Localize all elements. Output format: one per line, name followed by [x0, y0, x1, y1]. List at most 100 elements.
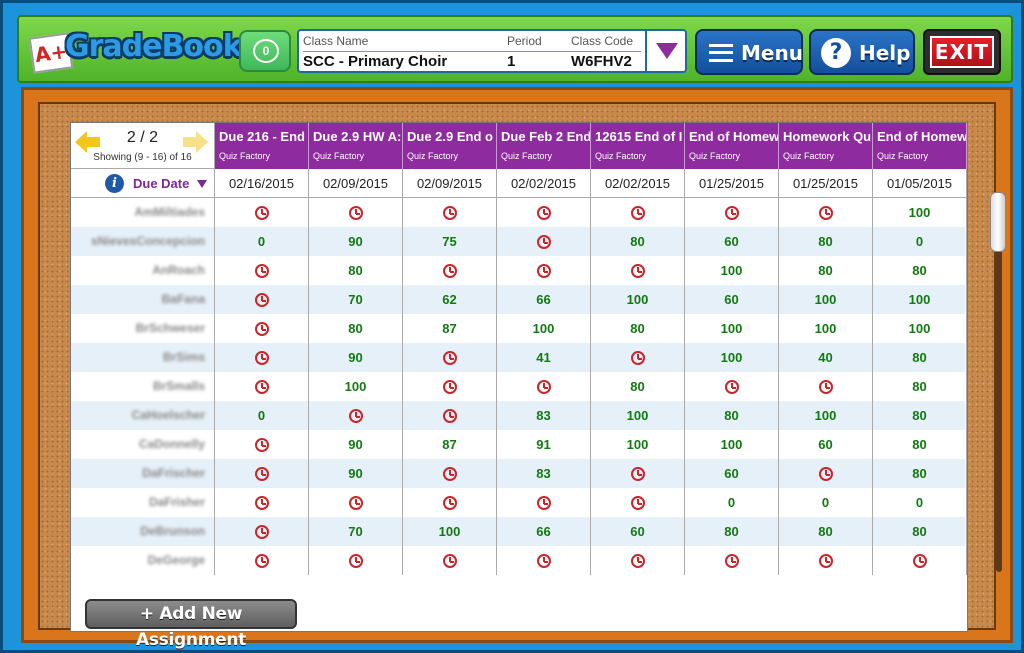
score-cell[interactable]: 66	[497, 285, 591, 314]
score-cell[interactable]: 80	[873, 517, 967, 546]
assignment-header[interactable]: 12615 End of I Quiz Factory	[591, 123, 685, 169]
assignment-header[interactable]: End of Homew Quiz Factory	[873, 123, 967, 169]
student-name[interactable]: CaDonnelly	[138, 437, 205, 451]
score-cell[interactable]: 100	[591, 285, 685, 314]
help-button[interactable]: ? Help	[809, 29, 915, 75]
exit-button[interactable]: EXIT	[923, 29, 1001, 75]
score-cell[interactable]: 60	[685, 459, 779, 488]
sort-caret-icon[interactable]	[197, 180, 207, 188]
score-cell[interactable]: 100	[779, 401, 873, 430]
score-cell[interactable]	[309, 401, 403, 430]
score-cell[interactable]: 100	[685, 343, 779, 372]
assignment-header[interactable]: End of Homew Quiz Factory	[685, 123, 779, 169]
score-cell[interactable]: 0	[215, 227, 309, 256]
score-cell[interactable]: 100	[685, 430, 779, 459]
score-cell[interactable]: 41	[497, 343, 591, 372]
score-cell[interactable]: 40	[779, 343, 873, 372]
prev-page-icon[interactable]	[75, 131, 101, 153]
score-cell[interactable]	[497, 372, 591, 401]
score-cell[interactable]	[309, 198, 403, 227]
student-name[interactable]: BaFana	[161, 292, 205, 306]
student-name[interactable]: sNievesConcepcion	[90, 234, 205, 248]
score-cell[interactable]: 80	[873, 430, 967, 459]
score-cell[interactable]	[215, 256, 309, 285]
score-cell[interactable]	[497, 546, 591, 575]
score-cell[interactable]	[403, 459, 497, 488]
score-cell[interactable]: 0	[873, 227, 967, 256]
score-cell[interactable]: 80	[309, 256, 403, 285]
score-cell[interactable]	[403, 198, 497, 227]
class-selector[interactable]: Class Name Period Class Code SCC - Prima…	[297, 29, 687, 73]
score-cell[interactable]: 70	[309, 285, 403, 314]
score-cell[interactable]: 60	[685, 285, 779, 314]
sort-control[interactable]: i Due Date	[71, 169, 215, 198]
score-cell[interactable]	[403, 256, 497, 285]
score-cell[interactable]: 80	[779, 517, 873, 546]
menu-button[interactable]: Menu	[695, 29, 803, 75]
score-cell[interactable]: 90	[309, 227, 403, 256]
score-cell[interactable]	[591, 256, 685, 285]
messages-button[interactable]: 0	[239, 30, 291, 72]
score-cell[interactable]: 80	[591, 372, 685, 401]
next-page-icon[interactable]	[182, 131, 208, 153]
score-cell[interactable]	[403, 488, 497, 517]
score-cell[interactable]	[215, 372, 309, 401]
score-cell[interactable]	[215, 314, 309, 343]
score-cell[interactable]: 87	[403, 314, 497, 343]
score-cell[interactable]: 100	[591, 401, 685, 430]
student-name[interactable]: BrSchweser	[135, 321, 205, 335]
score-cell[interactable]: 75	[403, 227, 497, 256]
score-cell[interactable]: 0	[873, 488, 967, 517]
score-cell[interactable]: 91	[497, 430, 591, 459]
score-cell[interactable]	[685, 546, 779, 575]
student-name[interactable]: AmMiltiades	[134, 205, 205, 219]
score-cell[interactable]: 100	[873, 314, 967, 343]
scrollbar-thumb[interactable]	[990, 192, 1006, 252]
score-cell[interactable]	[403, 546, 497, 575]
score-cell[interactable]: 0	[685, 488, 779, 517]
scrollbar-track[interactable]	[996, 192, 1002, 572]
score-cell[interactable]: 100	[873, 285, 967, 314]
add-assignment-button[interactable]: + Add New Assignment	[85, 599, 297, 650]
score-cell[interactable]: 83	[497, 401, 591, 430]
score-cell[interactable]: 0	[779, 488, 873, 517]
score-cell[interactable]	[497, 198, 591, 227]
student-name[interactable]: DaFrischer	[142, 466, 205, 480]
score-cell[interactable]: 80	[873, 256, 967, 285]
score-cell[interactable]: 80	[591, 227, 685, 256]
score-cell[interactable]	[215, 546, 309, 575]
score-cell[interactable]: 100	[403, 517, 497, 546]
score-cell[interactable]: 80	[779, 256, 873, 285]
score-cell[interactable]	[215, 343, 309, 372]
score-cell[interactable]: 100	[591, 430, 685, 459]
student-name[interactable]: CaHoelscher	[131, 408, 205, 422]
score-cell[interactable]	[215, 198, 309, 227]
score-cell[interactable]: 62	[403, 285, 497, 314]
score-cell[interactable]: 83	[497, 459, 591, 488]
score-cell[interactable]: 100	[497, 314, 591, 343]
score-cell[interactable]: 0	[215, 401, 309, 430]
score-cell[interactable]: 100	[873, 198, 967, 227]
score-cell[interactable]: 60	[685, 227, 779, 256]
score-cell[interactable]	[685, 372, 779, 401]
student-name[interactable]: DeBrunson	[140, 524, 205, 538]
score-cell[interactable]: 80	[591, 314, 685, 343]
score-cell[interactable]	[215, 285, 309, 314]
score-cell[interactable]	[497, 227, 591, 256]
score-cell[interactable]: 66	[497, 517, 591, 546]
score-cell[interactable]	[779, 372, 873, 401]
score-cell[interactable]	[591, 459, 685, 488]
score-cell[interactable]	[497, 488, 591, 517]
score-cell[interactable]: 80	[873, 401, 967, 430]
assignment-header[interactable]: Due Feb 2 End Quiz Factory	[497, 123, 591, 169]
score-cell[interactable]	[215, 488, 309, 517]
score-cell[interactable]	[591, 343, 685, 372]
score-cell[interactable]	[779, 459, 873, 488]
score-cell[interactable]: 100	[685, 314, 779, 343]
score-cell[interactable]	[215, 430, 309, 459]
score-cell[interactable]	[403, 343, 497, 372]
score-cell[interactable]	[309, 488, 403, 517]
student-name[interactable]: DaFrisher	[148, 495, 205, 509]
score-cell[interactable]: 80	[309, 314, 403, 343]
assignment-header[interactable]: Due 216 - End Quiz Factory	[215, 123, 309, 169]
